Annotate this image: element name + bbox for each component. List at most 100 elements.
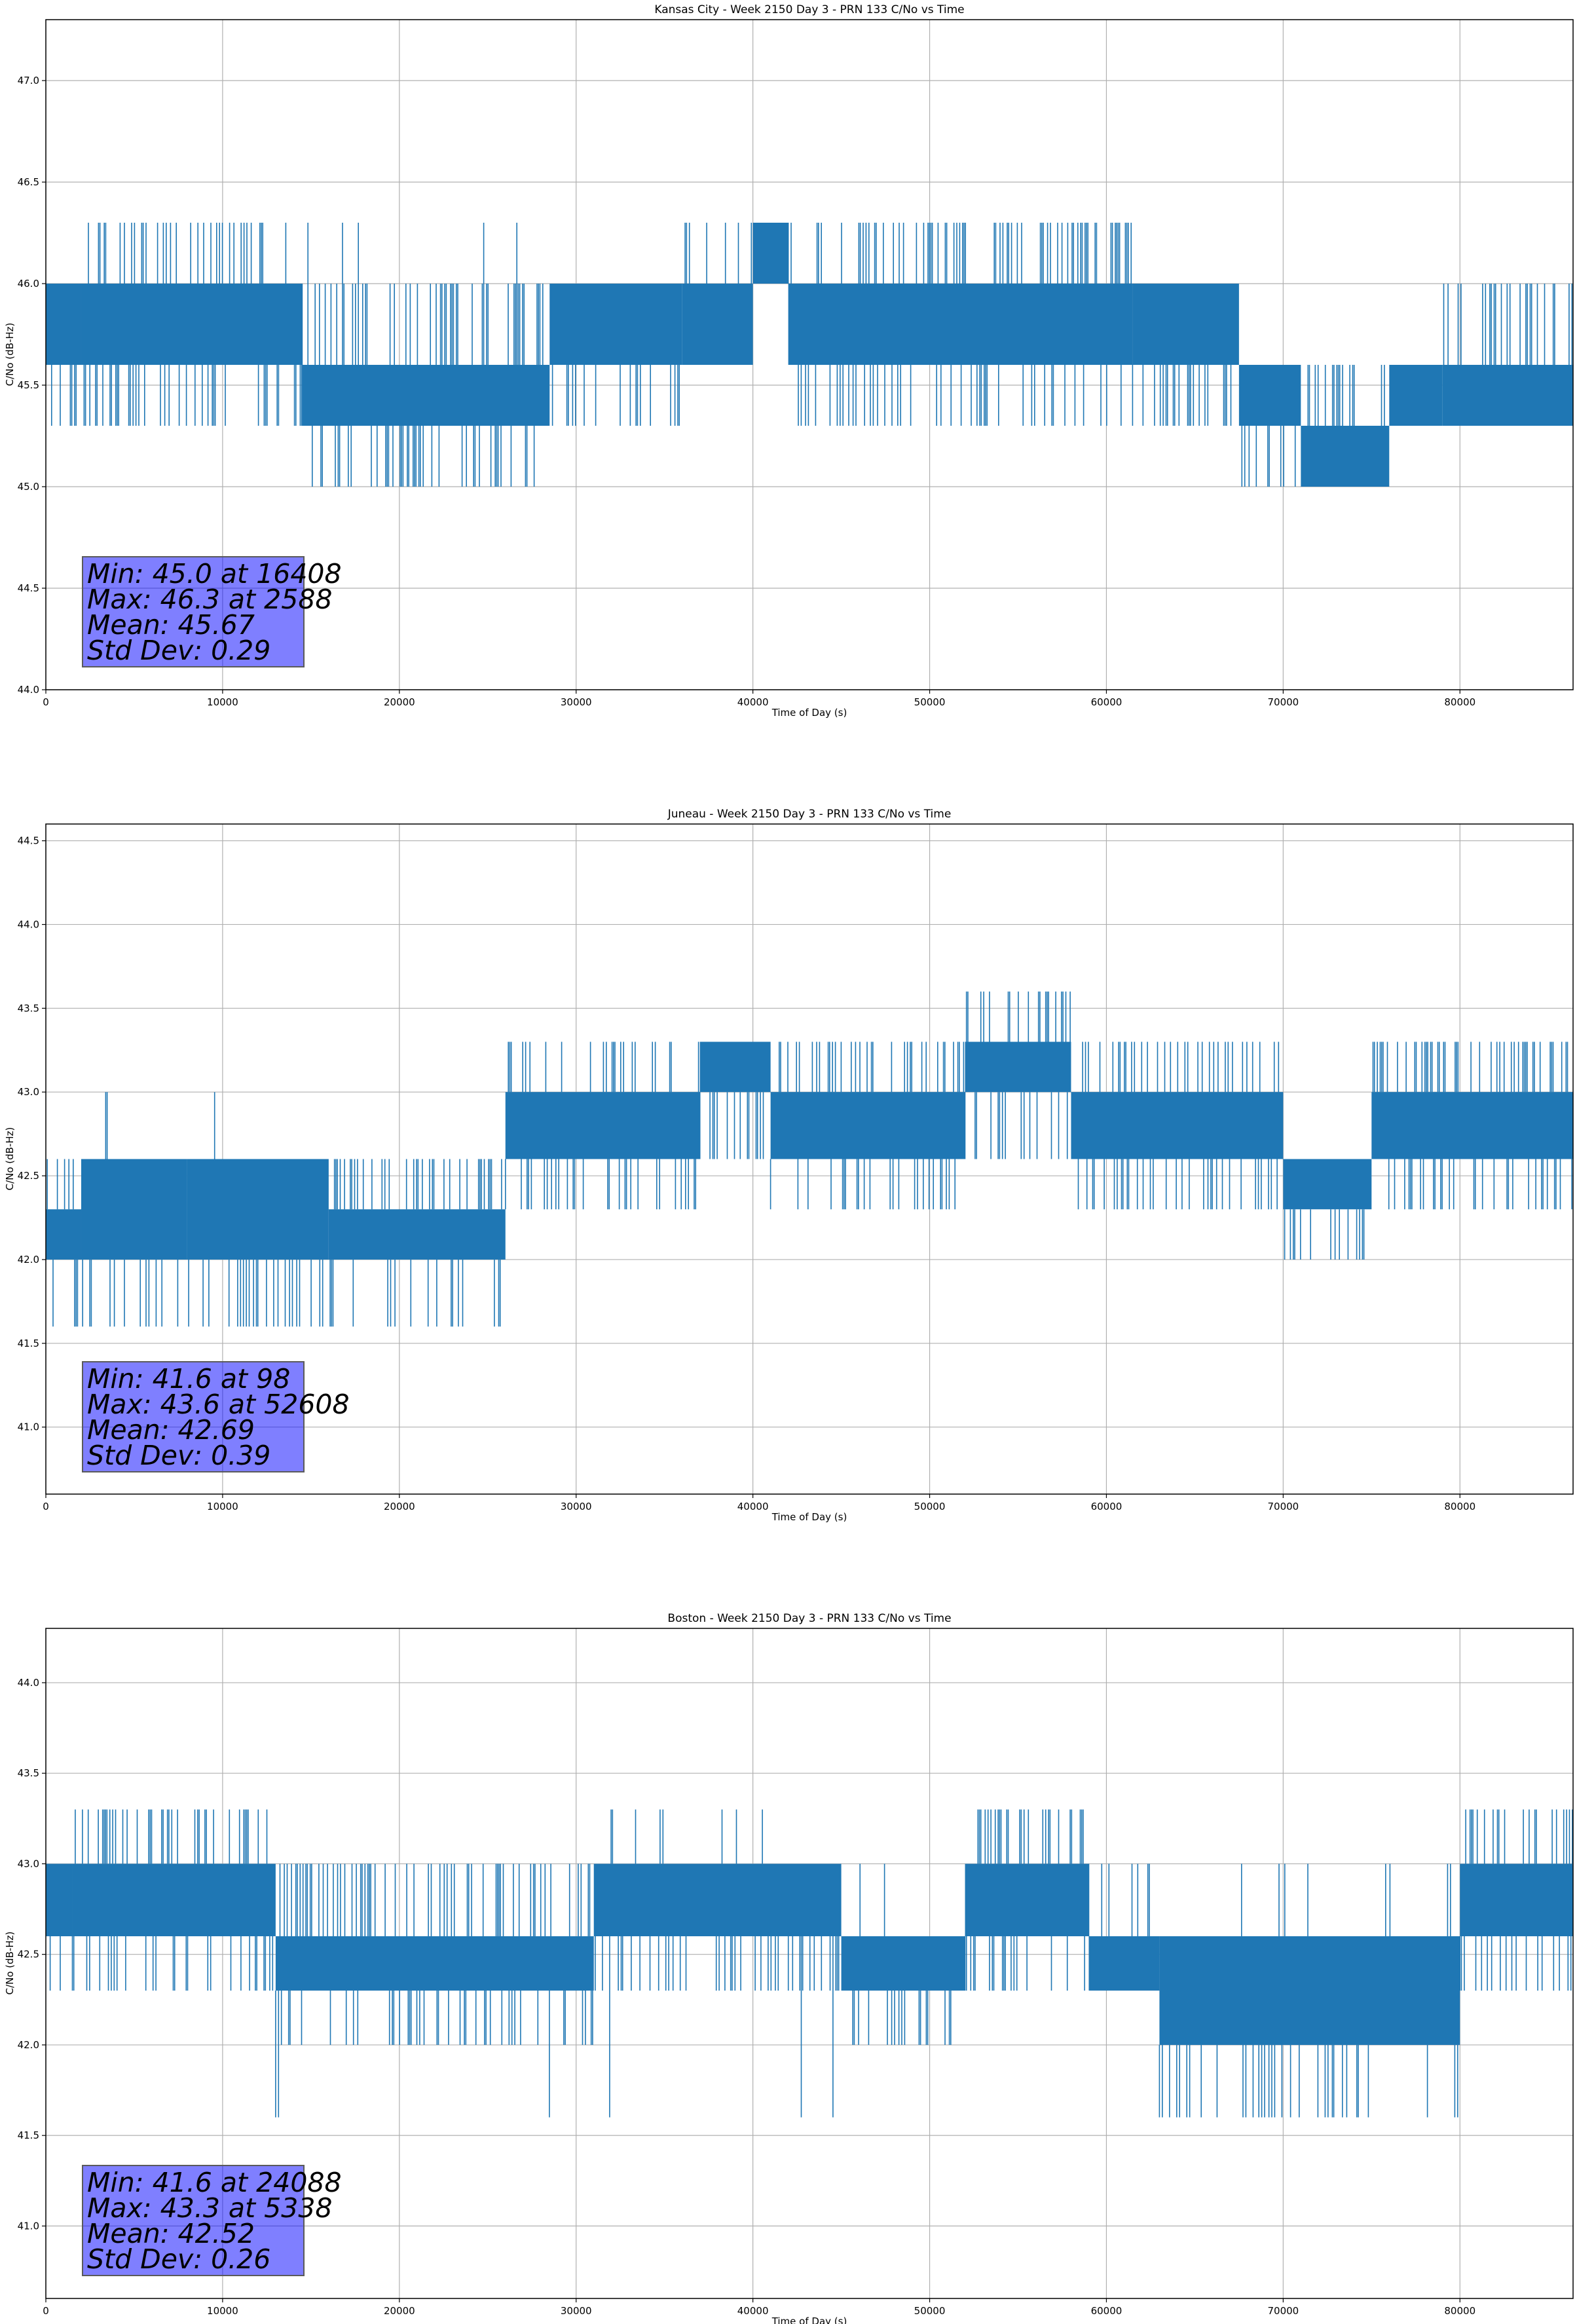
- cno-band: [1238, 365, 1301, 426]
- x-tick-label: 30000: [561, 696, 592, 708]
- y-axis-label: C/No (dB-Hz): [4, 1127, 16, 1191]
- cno-band: [1460, 1864, 1573, 1937]
- stats-box-boston: Min: 41.6 at 24088 Max: 43.3 at 5338 Mea…: [82, 2165, 342, 2276]
- cno-spikes: [275, 1864, 593, 2118]
- stat-mean: Mean: 42.52: [87, 2218, 255, 2249]
- cno-spikes: [505, 1041, 699, 1210]
- cno-band: [81, 1159, 187, 1260]
- data-series: [46, 223, 1573, 487]
- cno-band: [770, 1092, 965, 1159]
- x-axis-label: Time of Day (s): [771, 1511, 847, 1523]
- x-tick-label: 30000: [561, 1501, 592, 1512]
- y-tick-label: 41.5: [18, 2129, 39, 2141]
- cno-band: [593, 1864, 842, 1937]
- cno-spikes: [1443, 284, 1573, 365]
- cno-spikes: [49, 1936, 61, 1991]
- plot-frame: [45, 1628, 1574, 2299]
- cno-spikes: [1459, 1809, 1573, 1991]
- x-tick-label: 60000: [1091, 2305, 1122, 2317]
- cno-spikes: [684, 223, 752, 284]
- stats-box-kansas-city: Min: 45.0 at 16408 Max: 46.3 at 2588 Mea…: [82, 556, 342, 667]
- cno-spikes: [1142, 365, 1232, 426]
- data-series: [46, 1809, 1573, 2118]
- x-axis-label: Time of Day (s): [771, 707, 847, 719]
- cno-band: [72, 1864, 276, 1937]
- x-tick-label: 40000: [737, 2305, 769, 2317]
- cno-spikes: [71, 1809, 274, 1991]
- cno-spikes: [595, 1809, 840, 2118]
- cno-band: [1159, 1936, 1460, 2045]
- cno-spikes: [46, 1159, 79, 1327]
- y-tick-label: 46.0: [18, 278, 39, 290]
- x-tick-label: 50000: [914, 1501, 946, 1512]
- stat-std: Std Dev: 0.26: [87, 2243, 271, 2275]
- y-tick-label: 43.5: [18, 1002, 39, 1014]
- plot-frame: [45, 823, 1574, 1495]
- y-tick-label: 42.5: [18, 1949, 39, 1960]
- cno-band: [81, 284, 303, 365]
- x-tick-label: 20000: [384, 696, 415, 708]
- stat-mean: Mean: 45.67: [87, 609, 255, 641]
- y-axis-ticks: 41.0 41.5 42.0 42.5 43.0 43.5 44.0: [18, 1677, 46, 2232]
- cno-band: [46, 1864, 73, 1937]
- cno-band: [1088, 1936, 1160, 1991]
- cno-band: [1071, 1092, 1284, 1159]
- cno-band: [328, 1209, 506, 1260]
- cno-band: [965, 1041, 1071, 1093]
- y-axis-label: C/No (dB-Hz): [4, 1932, 16, 1995]
- cno-spikes: [1372, 1041, 1572, 1210]
- cno-band: [549, 284, 682, 365]
- cno-band: [841, 1936, 965, 1991]
- x-tick-label: 0: [43, 696, 49, 708]
- stat-min: Min: 45.0 at 16408: [87, 558, 342, 590]
- x-tick-label: 40000: [737, 696, 769, 708]
- y-tick-label: 46.5: [18, 176, 39, 188]
- x-tick-label: 70000: [1267, 696, 1299, 708]
- y-tick-label: 41.0: [18, 1421, 39, 1433]
- cno-spikes: [83, 223, 303, 426]
- y-tick-label: 42.0: [18, 1254, 39, 1265]
- y-tick-label: 41.0: [18, 2220, 39, 2232]
- y-tick-label: 44.5: [18, 582, 39, 594]
- y-tick-label: 43.0: [18, 1086, 39, 1098]
- x-tick-label: 40000: [737, 1501, 769, 1512]
- x-tick-label: 0: [43, 2305, 49, 2317]
- cno-band: [788, 284, 1133, 365]
- x-tick-label: 10000: [207, 2305, 238, 2317]
- x-axis-label: Time of Day (s): [771, 2315, 847, 2324]
- stat-std: Std Dev: 0.39: [87, 1440, 271, 1471]
- x-tick-label: 60000: [1091, 696, 1122, 708]
- cno-band: [965, 1864, 1089, 1937]
- x-axis-ticks: 0 10000 20000 30000 40000 50000 60000 70000 8000…: [43, 690, 1475, 708]
- cno-band: [1389, 365, 1443, 426]
- x-tick-label: 70000: [1267, 1501, 1299, 1512]
- cno-spikes: [699, 1092, 764, 1159]
- y-tick-label: 44.5: [18, 835, 39, 847]
- x-tick-label: 80000: [1444, 696, 1475, 708]
- cno-band: [752, 223, 788, 284]
- y-tick-label: 42.0: [18, 2039, 39, 2051]
- y-tick-label: 43.0: [18, 1858, 39, 1869]
- cno-band: [699, 1041, 771, 1093]
- x-tick-label: 80000: [1444, 2305, 1475, 2317]
- chart-title: Juneau - Week 2150 Day 3 - PRN 133 C/No …: [667, 808, 952, 821]
- x-tick-label: 80000: [1444, 1501, 1475, 1512]
- cno-spikes: [1307, 365, 1385, 426]
- cno-band: [275, 1936, 594, 1991]
- stat-std: Std Dev: 0.29: [87, 635, 271, 666]
- plot-frame: [45, 19, 1574, 690]
- data-series: [46, 991, 1573, 1327]
- x-tick-label: 70000: [1267, 2305, 1299, 2317]
- cno-band: [1442, 365, 1573, 426]
- stat-min: Min: 41.6 at 98: [87, 1363, 291, 1395]
- cno-band: [1301, 426, 1390, 487]
- x-axis-ticks: 0 10000 20000 30000 40000 50000 60000 70000 8000…: [43, 1494, 1475, 1512]
- cno-band: [187, 1159, 329, 1260]
- chart-boston: Boston - Week 2150 Day 3 - PRN 133 C/No …: [4, 1612, 1574, 2324]
- x-tick-label: 60000: [1091, 1501, 1122, 1512]
- x-tick-label: 20000: [384, 1501, 415, 1512]
- cno-spikes: [1077, 1041, 1280, 1210]
- y-tick-label: 44.0: [18, 1677, 39, 1689]
- cno-band: [46, 284, 81, 365]
- y-tick-label: 44.0: [18, 918, 39, 930]
